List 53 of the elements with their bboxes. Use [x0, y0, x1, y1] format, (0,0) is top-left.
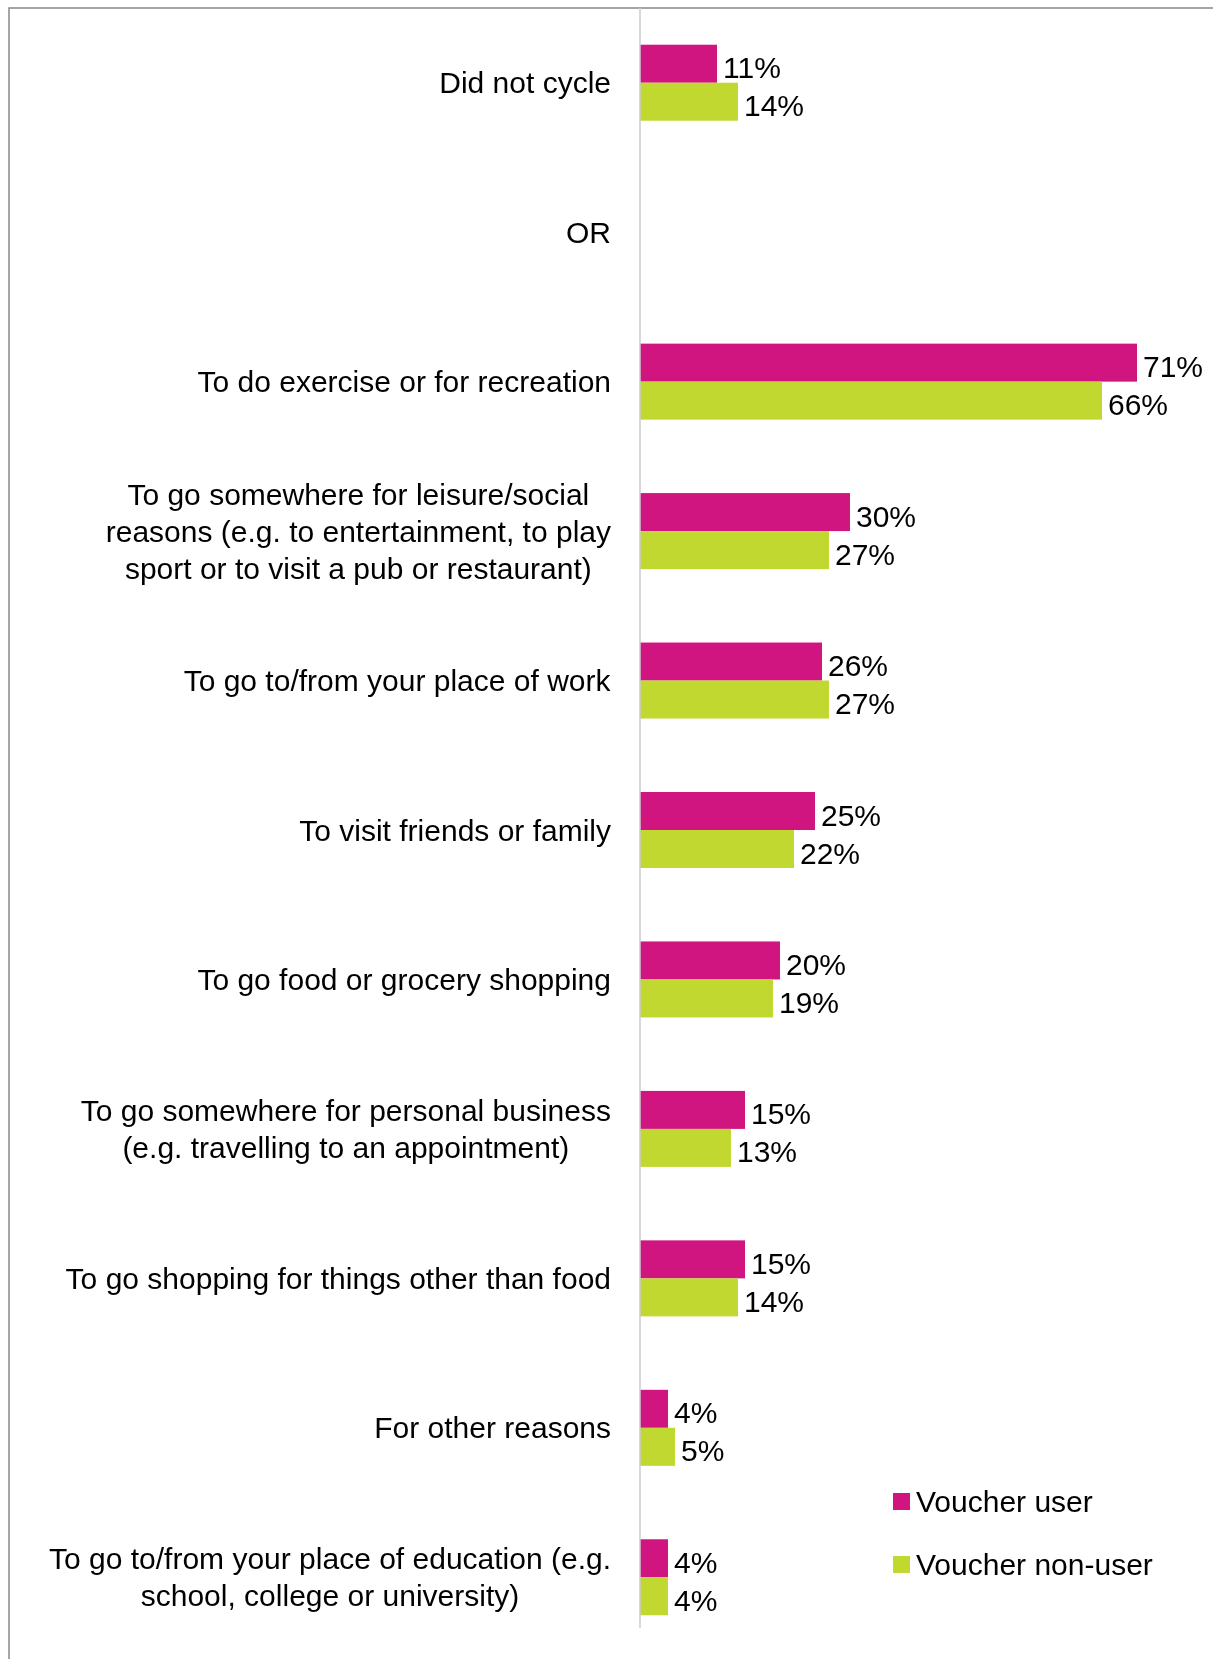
y-tick-label: To go to/from your place of work [183, 664, 612, 698]
data-label: 14% [744, 89, 805, 123]
bar [640, 979, 773, 1018]
y-tick-label: For other reasons [374, 1411, 611, 1445]
data-label: 26% [828, 649, 889, 683]
y-tick-label: To go to/from your place of education (e.g. school, college or university) [49, 1542, 611, 1613]
data-label: 5% [681, 1434, 725, 1468]
bar [640, 1539, 668, 1578]
y-tick-label: OR [566, 215, 611, 249]
bar [640, 531, 829, 570]
bar [640, 1090, 745, 1129]
bar [640, 642, 822, 681]
y-tick-label: Did not cycle [439, 66, 611, 100]
bar [640, 1240, 745, 1279]
bar [640, 381, 1102, 420]
data-label: 30% [856, 499, 917, 533]
y-tick-label: To go shopping for things other than food [65, 1261, 611, 1295]
data-label: 27% [835, 687, 896, 721]
data-label: 13% [737, 1135, 798, 1169]
data-label: 11% [723, 51, 781, 85]
data-label: 22% [800, 836, 861, 870]
y-tick-label: To go somewhere for personal business (e.g. travelling to an appointment) [80, 1093, 611, 1164]
bar [640, 493, 850, 532]
bar [640, 1577, 668, 1616]
data-label: 4% [674, 1583, 718, 1617]
legend-label: Voucher user [916, 1485, 1093, 1518]
data-label: 25% [821, 798, 882, 832]
y-tick-label: To go somewhere for leisure/social reasons (e.g. to entertainment, to play sport or to visit a pub or restaurant) [105, 477, 611, 585]
y-tick-label: To visit friends or family [299, 813, 611, 847]
bar [640, 1427, 675, 1466]
bar [640, 1389, 668, 1428]
data-label: 4% [674, 1545, 718, 1579]
data-label: 4% [674, 1396, 718, 1430]
bar [640, 941, 780, 980]
bar [640, 680, 829, 719]
bar [640, 792, 815, 830]
data-label: 71% [1143, 350, 1204, 384]
y-tick-label: To do exercise or for recreation [197, 365, 611, 399]
y-tick-label: To go food or grocery shopping [197, 962, 611, 996]
data-label: 66% [1108, 388, 1169, 422]
data-label: 14% [744, 1284, 805, 1318]
bar [640, 1128, 731, 1167]
bar [640, 1278, 738, 1317]
data-label: 15% [751, 1246, 812, 1280]
data-label: 27% [835, 537, 896, 571]
bar [640, 830, 794, 868]
legend-label: Voucher non-user [916, 1548, 1153, 1581]
data-label: 19% [779, 985, 840, 1019]
data-label: 15% [751, 1097, 812, 1131]
data-label: 20% [786, 947, 847, 981]
bar [640, 82, 738, 121]
bar [640, 343, 1137, 382]
bar [640, 44, 717, 83]
